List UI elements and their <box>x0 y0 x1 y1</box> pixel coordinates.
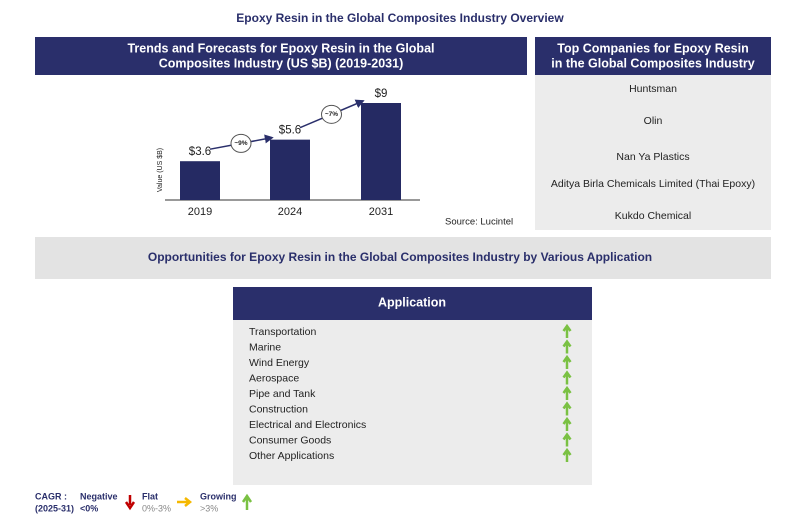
value-label: $5.6 <box>279 125 301 137</box>
y-axis-label: Value (US $B) <box>157 148 164 192</box>
x-tick-label: 2019 <box>188 206 212 218</box>
company: Kukdo Chemical <box>615 210 691 222</box>
legend-growing: Growing <box>200 491 237 501</box>
growth-icon <box>562 447 572 462</box>
opportunities-banner <box>35 237 771 279</box>
companies-title: Top Companies for Epoxy Resin <box>557 41 748 55</box>
up-arrow <box>241 493 253 510</box>
chart-title: Trends and Forecasts for Epoxy Resin in … <box>127 41 434 55</box>
legend-flat-range: 0%-3% <box>142 503 171 513</box>
application: Electrical and Electronics <box>249 419 366 431</box>
x-tick-label: 2031 <box>369 206 393 218</box>
application: Consumer Goods <box>249 434 331 446</box>
down-arrow <box>124 495 136 511</box>
application: Wind Energy <box>249 357 310 369</box>
company: Aditya Birla Chemicals Limited (Thai Epo… <box>551 178 755 190</box>
growth-badge <box>321 104 342 124</box>
x-tick-label: 2024 <box>278 206 302 218</box>
growth-icon <box>562 432 572 447</box>
application: Other Applications <box>249 450 334 462</box>
growth-icon <box>562 323 572 338</box>
growth-icon <box>562 401 572 416</box>
companies-panel <box>535 75 771 230</box>
application: Transportation <box>249 326 316 338</box>
companies-header <box>535 37 771 75</box>
page-title: Epoxy Resin in the Global Composites Ind… <box>236 11 564 25</box>
application-header-text: Application <box>378 295 446 309</box>
growth-icon <box>562 354 572 369</box>
growth-label: ~9% <box>234 140 247 147</box>
legend-period: (2025-31) <box>35 503 74 513</box>
chart-title: Composites Industry (US $B) (2019-2031) <box>159 56 404 70</box>
bar <box>270 139 310 200</box>
legend-negative-range: <0% <box>80 503 98 513</box>
growth-icon <box>562 370 572 385</box>
right-arrow <box>177 497 193 507</box>
company: Nan Ya Plastics <box>616 151 689 163</box>
application: Aerospace <box>249 372 299 384</box>
growth-icon <box>562 416 572 431</box>
legend-negative: Negative <box>80 491 118 501</box>
chart-header <box>35 37 527 75</box>
application: Marine <box>249 341 281 353</box>
bar <box>361 103 401 200</box>
opportunities-title: Opportunities for Epoxy Resin in the Glo… <box>148 250 652 264</box>
legend-growing-range: >3% <box>200 503 218 513</box>
application: Construction <box>249 403 308 415</box>
growth-badge <box>230 133 252 153</box>
value-label: $9 <box>375 88 388 100</box>
growth-icon <box>562 385 572 400</box>
bar <box>180 161 220 200</box>
source: Source: Lucintel <box>445 217 513 228</box>
growth-icon <box>562 339 572 354</box>
application-header <box>233 287 592 320</box>
growth-label: ~7% <box>325 111 338 118</box>
company: Huntsman <box>629 83 677 95</box>
application-panel <box>233 320 592 485</box>
company: Olin <box>644 115 663 127</box>
value-label: $3.6 <box>189 146 211 158</box>
application: Pipe and Tank <box>249 388 316 400</box>
legend-flat: Flat <box>142 491 158 501</box>
companies-title: in the Global Composites Industry <box>551 56 755 70</box>
legend-label: CAGR : <box>35 491 67 501</box>
